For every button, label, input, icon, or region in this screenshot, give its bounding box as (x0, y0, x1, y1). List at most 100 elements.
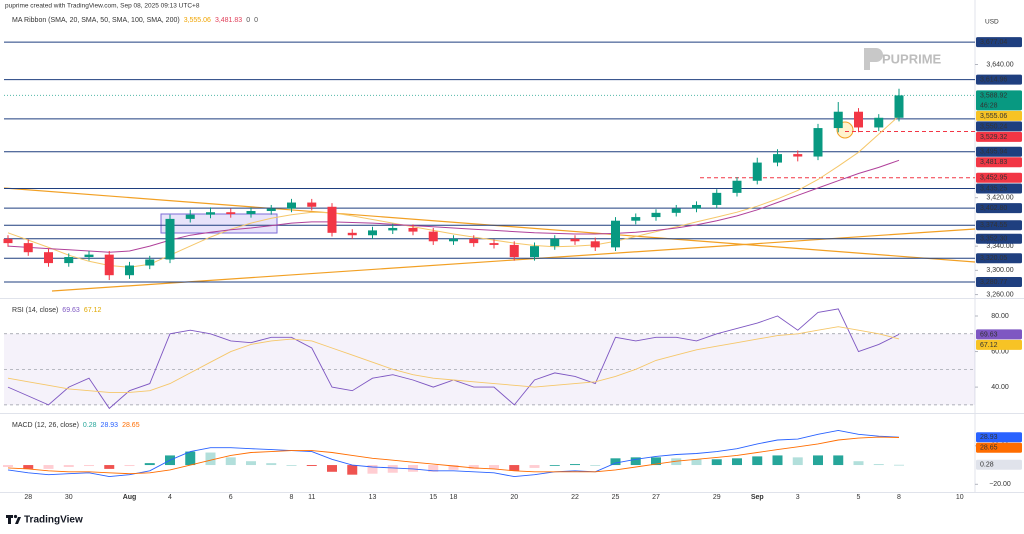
histogram-bar (792, 457, 803, 466)
candle-body (651, 212, 661, 218)
histogram-bar (286, 465, 297, 466)
y-tick-label: 3,260.00 (986, 291, 1013, 298)
currency: USD (985, 19, 999, 26)
histogram-bar (813, 455, 823, 466)
price-badge-label: 28.65 (980, 445, 998, 452)
histogram-bar (489, 465, 499, 469)
candle-body (671, 208, 681, 213)
legend-item: 3,555.06 (184, 17, 211, 24)
candle-body (449, 238, 458, 242)
histogram-bar (266, 463, 277, 466)
legend: RSI (14, close) 69.63 67.12 (12, 307, 101, 314)
histogram-bar (205, 452, 216, 466)
histogram-bar (84, 465, 94, 467)
price-badge-label: 3,555.06 (980, 113, 1007, 120)
watermark: PUPRIME (882, 51, 942, 66)
x-tick-label: 13 (369, 494, 377, 501)
candle-body (145, 259, 155, 266)
y-tick-label: 40.00 (991, 384, 1009, 391)
histogram-bar (549, 465, 560, 466)
price-badge-label: 67.12 (980, 342, 998, 349)
x-tick-label: 29 (713, 494, 721, 501)
x-tick-label: 25 (612, 494, 620, 501)
candle-body (408, 227, 418, 232)
x-tick-label: 15 (429, 494, 437, 501)
pane: MA Ribbon (SMA, 20, SMA, 50, SMA, 100, S… (3, 17, 1014, 501)
histogram-bar (23, 465, 34, 469)
price-badge (976, 220, 1022, 231)
x-tick-label: 8 (290, 494, 294, 501)
x-tick-label: Sep (751, 494, 764, 501)
price-badge (976, 339, 1022, 350)
candle-body (530, 246, 539, 258)
candle-body (3, 238, 13, 244)
x-tick-label: 6 (229, 494, 233, 501)
histogram-bar (509, 465, 520, 471)
candle-body (631, 217, 641, 221)
trend-line (51, 228, 976, 292)
candle-body (226, 212, 236, 215)
price-badge-label: 3,374.55 (980, 222, 1007, 229)
candle-body (84, 254, 94, 258)
histogram-bar (43, 465, 54, 469)
price-badge (976, 432, 1022, 443)
price-badge (976, 203, 1022, 214)
price-badge (976, 74, 1022, 85)
x-tick-label: 28 (24, 494, 32, 501)
series-line (7, 115, 900, 268)
candle-body (307, 202, 317, 207)
candle-body (813, 128, 823, 157)
x-tick-label: 22 (571, 494, 579, 501)
x-tick-label: 5 (857, 494, 861, 501)
badges-layer: 3,677.04 3,614.96 3,588.92 46:28 3,555.06 3,5… (976, 37, 1022, 470)
histogram-bar (448, 465, 459, 470)
histogram-bar (711, 459, 722, 466)
histogram-bar (428, 465, 439, 472)
series-line (7, 429, 900, 478)
watermark-logo: PUPRIME (864, 48, 942, 70)
x-tick-label: 18 (450, 494, 458, 501)
price-badge (976, 459, 1022, 470)
price-badge (976, 442, 1022, 453)
price-badge-label: 3,352.30 (980, 236, 1007, 243)
histogram-bar (104, 465, 115, 469)
price-badge-label: 3,481.83 (980, 159, 1007, 166)
histogram-bar (590, 465, 601, 466)
price-badge (976, 37, 1022, 48)
histogram-bar (387, 465, 398, 473)
header-title: puprime created with TradingView.com, Se… (5, 3, 200, 10)
histogram-bar (367, 465, 378, 474)
legend-item: 28.93 (101, 422, 119, 429)
x-tick-label: 10 (956, 494, 964, 501)
histogram-bar (752, 456, 763, 466)
histogram-bar (671, 458, 682, 466)
y-tick-label: 80.00 (991, 313, 1009, 320)
candle-body (388, 227, 398, 231)
histogram-bar (691, 459, 702, 466)
x-tick-label: 30 (65, 494, 73, 501)
y-tick-label: 60.00 (991, 348, 1009, 355)
histogram-bar (347, 465, 358, 475)
candle-body (23, 243, 33, 253)
price-badge (976, 329, 1022, 340)
legend-item: 69.63 (62, 307, 80, 314)
footer-logo: TradingView (6, 515, 83, 526)
histogram-bar (63, 465, 74, 467)
histogram-bar (185, 451, 196, 466)
candle-body (266, 208, 276, 212)
series-line (7, 436, 900, 475)
candle-body (611, 220, 620, 248)
legend-item: RSI (14, close) (12, 307, 58, 314)
price-badge (976, 183, 1022, 194)
series-line (7, 326, 900, 393)
histogram-bar (327, 465, 337, 472)
price-badge-label: 3,495.94 (980, 149, 1007, 156)
x-tick-label: 11 (308, 494, 315, 501)
x-tick-label: 3 (796, 494, 800, 501)
histogram-bar (468, 465, 479, 469)
histogram-bar (144, 463, 155, 466)
candle-body (509, 244, 519, 258)
price-badge-label: 69.63 (980, 331, 998, 338)
